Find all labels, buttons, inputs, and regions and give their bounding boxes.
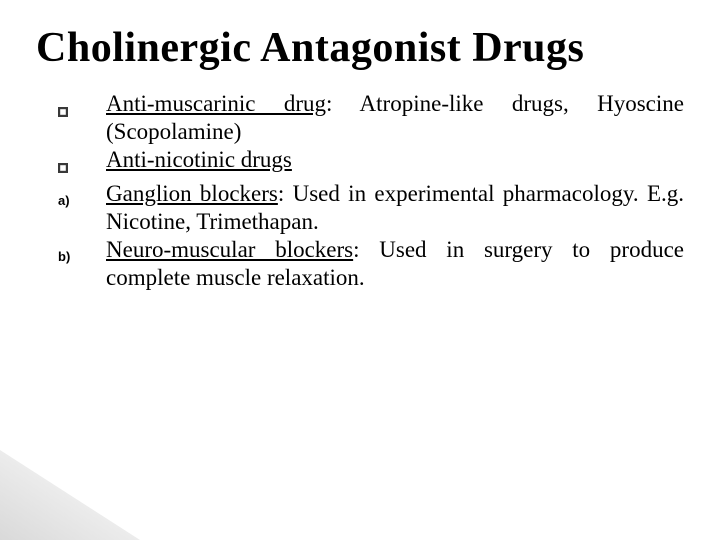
list-item-content: Ganglion blockers: Used in experimental … — [106, 180, 684, 236]
bullet-marker — [58, 146, 106, 180]
letter-marker-label: a) — [58, 193, 70, 208]
slide-title: Cholinergic Antagonist Drugs — [36, 24, 684, 72]
term-underlined: Anti-nicotinic drugs — [106, 147, 292, 172]
slide-canvas: Cholinergic Antagonist Drugs Anti-muscar… — [0, 0, 720, 540]
bullet-marker — [58, 90, 106, 124]
term-underlined: Ganglion blockers — [106, 181, 278, 206]
term-underlined: Anti-muscarinic drug — [106, 91, 326, 116]
list-item: Anti-muscarinic drug: Atropine-like drug… — [58, 90, 684, 146]
letter-marker: a) — [58, 180, 106, 215]
slide-body: Anti-muscarinic drug: Atropine-like drug… — [36, 90, 684, 292]
square-ring-icon — [58, 107, 68, 117]
list-item: Anti-nicotinic drugs — [58, 146, 684, 180]
corner-accent — [0, 450, 140, 540]
list-item-content: Anti-muscarinic drug: Atropine-like drug… — [106, 90, 684, 146]
list-item: a) Ganglion blockers: Used in experimenta… — [58, 180, 684, 236]
term-underlined: Neuro-muscular blockers — [106, 237, 353, 262]
list-item-content: Anti-nicotinic drugs — [106, 146, 684, 174]
letter-marker: b) — [58, 236, 106, 271]
square-ring-icon — [58, 163, 68, 173]
list-item: b) Neuro-muscular blockers: Used in surge… — [58, 236, 684, 292]
list-item-content: Neuro-muscular blockers: Used in surgery… — [106, 236, 684, 292]
letter-marker-label: b) — [58, 249, 70, 264]
